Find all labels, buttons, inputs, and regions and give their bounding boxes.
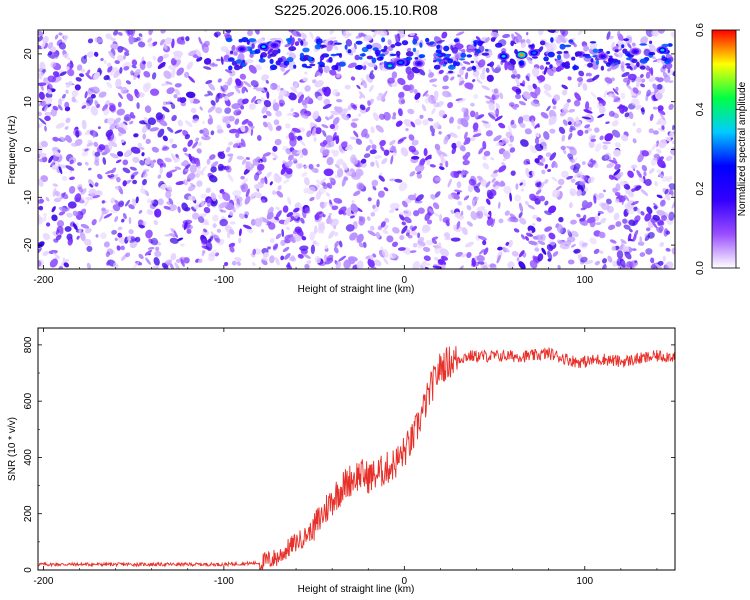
y-tick-label: -20 (23, 237, 34, 252)
hot-spot-peak (387, 64, 392, 68)
colorbar-gradient (711, 29, 737, 269)
y-tick-label: 600 (23, 392, 34, 409)
colorbar: 0.0 0.2 0.4 0.6 Normalized spectral amplitu… (695, 23, 748, 275)
spectrogram-high-amplitude-spots (235, 41, 669, 70)
snr-y-axis: 0 200 400 600 800 (23, 336, 675, 573)
y-tick-label: 0 (23, 146, 34, 152)
snr-x-axis: -200 -100 0 100 (33, 328, 658, 587)
colorbar-ticks: 0.0 0.2 0.4 0.6 (695, 23, 740, 275)
colorbar-label: Normalized spectral amplitude (737, 81, 748, 216)
snr-y-axis-label: SNR (10 * v/v) (7, 417, 18, 481)
x-tick-label: -100 (214, 275, 234, 286)
hot-spot-peak (416, 62, 421, 65)
spectrogram-field (38, 30, 675, 269)
x-tick-label: 0 (402, 275, 408, 286)
snr-frame (37, 327, 676, 571)
snr-series-line (38, 346, 675, 570)
spectrogram-y-axis-label: Frequency (Hz) (7, 116, 18, 185)
hot-spot-peak (272, 44, 277, 47)
spectrogram-x-axis-label: Height of straight line (km) (298, 284, 415, 295)
spectrogram-y-axis: -20 -10 0 10 20 (23, 48, 675, 252)
hot-spot-peak (398, 61, 403, 64)
y-tick-label: 10 (23, 96, 34, 108)
figure-title: S225.2026.006.15.10.R08 (274, 2, 438, 18)
x-tick-label: -100 (214, 576, 234, 587)
hot-spot-peak (600, 55, 605, 58)
x-tick-label: 100 (576, 275, 593, 286)
x-tick-label: -200 (33, 275, 53, 286)
hot-spot-peak (261, 45, 266, 48)
hot-spot-peak (501, 55, 506, 58)
spectrogram-x-axis: -200 -100 0 100 (33, 30, 658, 286)
y-tick-label: 800 (23, 336, 34, 353)
x-tick-label: -200 (33, 576, 53, 587)
hot-spot-peak (633, 50, 638, 53)
colorbar-tick-label: 0.4 (695, 102, 706, 116)
snr-background (38, 328, 675, 570)
x-tick-label: 100 (576, 576, 593, 587)
snr-x-axis-label: Height of straight line (km) (298, 584, 415, 595)
y-tick-label: 400 (23, 449, 34, 466)
spectrogram-background (38, 30, 675, 269)
hot-spot-peak (660, 48, 665, 52)
colorbar-tick-label: 0.0 (695, 261, 706, 275)
hot-spot-peak (532, 51, 537, 55)
y-tick-label: 200 (23, 505, 34, 522)
colorbar-tick-label: 0.2 (695, 181, 706, 195)
hot-spot-peak (519, 53, 524, 57)
x-tick-label: 0 (402, 576, 408, 587)
colorbar-tick-label: 0.6 (695, 23, 706, 37)
y-tick-label: 20 (23, 48, 34, 60)
y-tick-label: 0 (23, 567, 34, 573)
hot-spot-peak (239, 47, 244, 51)
snr-plot: -200 -100 0 100 0 200 400 600 800 Height of str… (7, 327, 676, 595)
y-tick-label: -10 (23, 190, 34, 205)
